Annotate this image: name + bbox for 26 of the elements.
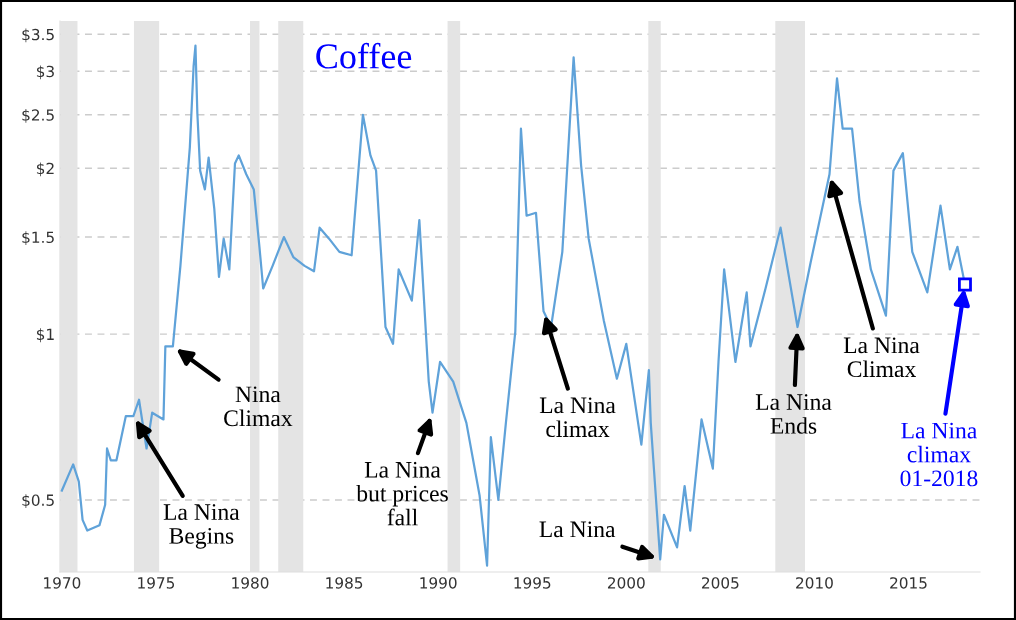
y-tick-label: $0.5	[22, 494, 54, 508]
y-tick-label: $3	[36, 65, 54, 80]
y-tick-label: $1	[36, 328, 54, 343]
x-tick-label: 2005	[702, 577, 739, 589]
y-tick-label: $1.5	[22, 231, 54, 246]
x-tick-label: 1995	[514, 577, 551, 589]
x-tick-label: 1980	[232, 577, 269, 589]
y-tick-label: $2.5	[22, 109, 54, 123]
chart-title: Coffee	[316, 42, 412, 69]
x-tick-label: 1970	[44, 577, 81, 589]
annotation: La Nina Begins	[163, 504, 240, 549]
annotation: Nina Climax	[224, 386, 293, 427]
x-tick-label: 1975	[138, 577, 175, 589]
x-tick-label: 2000	[607, 577, 645, 589]
y-tick-label: $2	[36, 162, 54, 177]
x-tick-label: 2015	[890, 577, 927, 589]
annotation: La Nina Climax	[843, 337, 920, 378]
annotation: La Nina climax	[539, 397, 616, 438]
annotation: La Nina Ends	[755, 394, 832, 434]
annotation: La Nina	[539, 521, 616, 538]
annotation: La Nina but prices fall	[356, 461, 448, 526]
x-tick-label: 2010	[796, 577, 833, 589]
annotation: La Nina climax 01-2018	[900, 422, 978, 487]
x-tick-label: 1990	[420, 577, 457, 589]
y-tick-label: $3.5	[22, 28, 54, 43]
x-tick-label: 1985	[326, 577, 363, 589]
